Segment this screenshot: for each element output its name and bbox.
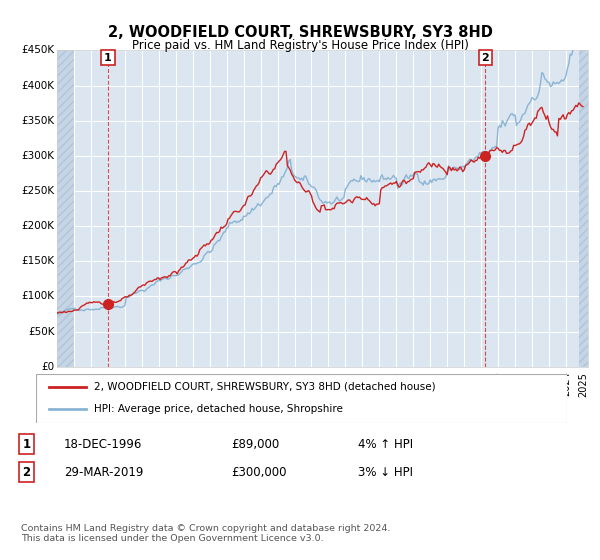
Text: £89,000: £89,000 <box>231 438 279 451</box>
Text: £400K: £400K <box>22 81 55 91</box>
Text: 1: 1 <box>104 53 112 63</box>
Text: Price paid vs. HM Land Registry's House Price Index (HPI): Price paid vs. HM Land Registry's House … <box>131 39 469 52</box>
Text: £150K: £150K <box>21 256 55 267</box>
FancyBboxPatch shape <box>36 374 567 423</box>
Text: £450K: £450K <box>21 45 55 55</box>
Text: £100K: £100K <box>22 292 55 301</box>
Bar <box>578 50 588 367</box>
Text: 3% ↓ HPI: 3% ↓ HPI <box>358 466 413 479</box>
Text: £250K: £250K <box>21 186 55 196</box>
Text: 18-DEC-1996: 18-DEC-1996 <box>64 438 142 451</box>
Text: 2, WOODFIELD COURT, SHREWSBURY, SY3 8HD (detached house): 2, WOODFIELD COURT, SHREWSBURY, SY3 8HD … <box>94 382 436 392</box>
Text: £350K: £350K <box>21 116 55 125</box>
Text: £0: £0 <box>41 362 55 372</box>
Text: 1: 1 <box>22 438 31 451</box>
Text: HPI: Average price, detached house, Shropshire: HPI: Average price, detached house, Shro… <box>94 404 343 414</box>
Bar <box>57 50 74 367</box>
Text: £50K: £50K <box>28 326 55 337</box>
Text: 2, WOODFIELD COURT, SHREWSBURY, SY3 8HD: 2, WOODFIELD COURT, SHREWSBURY, SY3 8HD <box>107 25 493 40</box>
Text: £300K: £300K <box>22 151 55 161</box>
Text: 2: 2 <box>481 53 489 63</box>
Text: 29-MAR-2019: 29-MAR-2019 <box>64 466 143 479</box>
Text: 4% ↑ HPI: 4% ↑ HPI <box>358 438 413 451</box>
Text: Contains HM Land Registry data © Crown copyright and database right 2024.
This d: Contains HM Land Registry data © Crown c… <box>21 524 391 543</box>
Text: £200K: £200K <box>22 221 55 231</box>
Text: 2: 2 <box>22 466 31 479</box>
Text: £300,000: £300,000 <box>231 466 286 479</box>
